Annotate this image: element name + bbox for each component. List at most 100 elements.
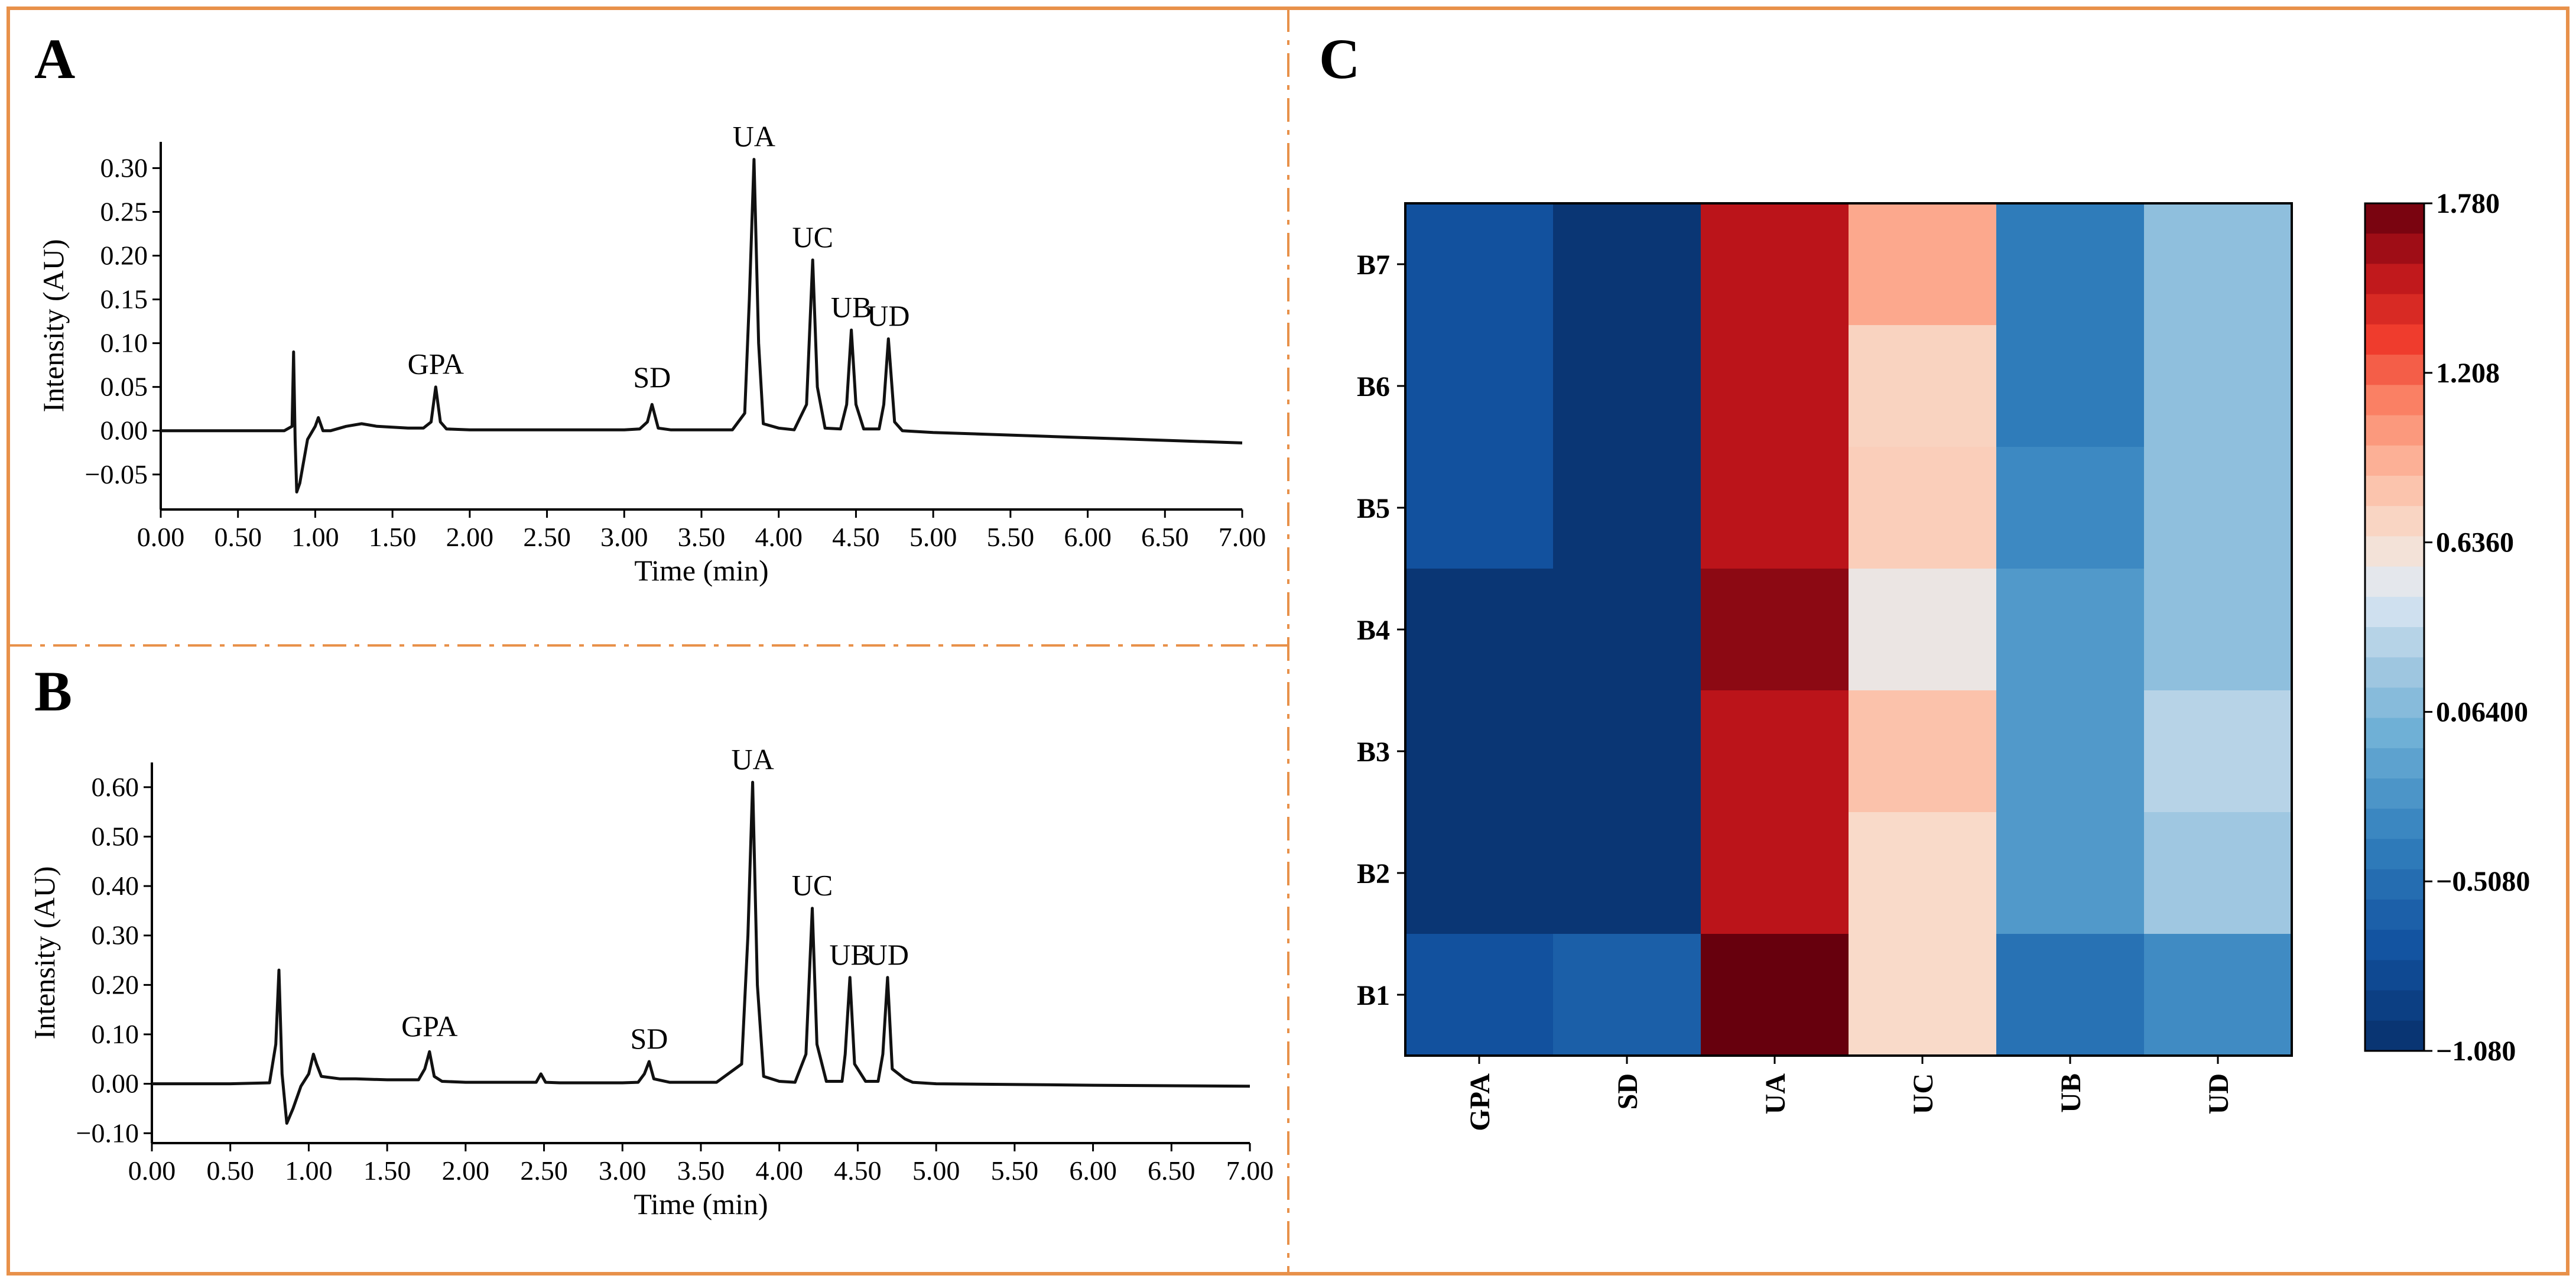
colorbar-segment [2365, 506, 2424, 537]
x-tick-label: 1.50 [369, 522, 417, 552]
x-tick-label: 3.50 [678, 522, 726, 552]
col-label-sd: SD [1612, 1073, 1643, 1109]
heatmap-cell [1405, 690, 1554, 813]
y-tick-label: −0.05 [85, 459, 148, 489]
x-tick-label: 5.50 [987, 522, 1035, 552]
heatmap-cell [2144, 812, 2292, 934]
colorbar-label: 0.06400 [2436, 696, 2528, 728]
x-tick-label: 1.00 [285, 1156, 333, 1186]
x-tick-label: 5.00 [912, 1156, 960, 1186]
colorbar-label: 1.780 [2436, 188, 2500, 219]
colorbar-segment [2365, 809, 2424, 839]
chromatogram-trace [152, 781, 1250, 1125]
y-tick-label: −0.10 [76, 1118, 139, 1148]
colorbar-segment [2365, 657, 2424, 688]
x-tick-label: 4.00 [755, 522, 803, 552]
colorbar-segment [2365, 748, 2424, 779]
y-tick-label: 0.00 [100, 416, 148, 446]
heatmap-cell [1405, 934, 1554, 1056]
y-tick-label: 0.25 [100, 196, 148, 226]
heatmap-cell [1701, 812, 1849, 934]
peak-label-ua: UA [731, 742, 774, 775]
x-tick-label: 7.00 [1219, 522, 1266, 552]
colorbar-segment [2365, 294, 2424, 325]
colorbar-segment [2365, 324, 2424, 355]
peak-label-uc: UC [792, 220, 833, 254]
heatmap-cell [1849, 203, 1997, 326]
col-label-ua: UA [1760, 1073, 1791, 1115]
y-tick-label: 0.15 [100, 284, 148, 314]
x-tick-label: 0.00 [137, 522, 185, 552]
peak-label-ud: UD [866, 938, 909, 971]
peak-label-ua: UA [733, 120, 775, 153]
heatmap-cell [1701, 325, 1849, 447]
heatmap-cell [1701, 203, 1849, 326]
heatmap-cell [1996, 690, 2145, 813]
y-tick-label: 0.60 [92, 772, 139, 802]
chromatogram-b: 0.00 0.50 1.00 1.50 2.00 2.50 3.00 3.50 4.00 4.50… [28, 742, 1274, 1221]
x-tick-label: 6.00 [1064, 522, 1112, 552]
x-tick-label: 4.50 [834, 1156, 882, 1186]
colorbar-segment [2365, 415, 2424, 446]
peak-label-gpa: GPA [408, 348, 464, 381]
panel-letter-b: B [34, 660, 72, 723]
colorbar-segment [2365, 687, 2424, 719]
x-axis-title: Time (min) [634, 1187, 768, 1221]
panel-letter-c: C [1319, 27, 1360, 90]
heatmap-cell [2144, 325, 2292, 447]
peak-label-ub: UB [831, 290, 872, 323]
row-label-b3: B3 [1357, 736, 1390, 768]
x-tick-label: 2.50 [523, 522, 571, 552]
colorbar-label: 0.6360 [2436, 527, 2514, 559]
row-label-b1: B1 [1357, 980, 1390, 1011]
colorbar-segment [2365, 233, 2424, 264]
x-tick-label: 0.50 [206, 1156, 254, 1186]
x-tick-label: 6.00 [1069, 1156, 1117, 1186]
x-tick-label: 0.50 [214, 522, 262, 552]
row-label-b7: B7 [1357, 249, 1390, 281]
heatmap-cell [1996, 812, 2145, 934]
colorbar-label: −0.5080 [2436, 866, 2530, 897]
colorbar-segment [2365, 566, 2424, 598]
x-tick-label: 1.50 [363, 1156, 411, 1186]
x-tick-label: 6.50 [1141, 522, 1189, 552]
colorbar-segment [2365, 930, 2424, 960]
y-tick-label: 0.20 [92, 969, 139, 999]
x-tick-label: 3.00 [599, 1156, 647, 1186]
heatmap-cell [2144, 934, 2292, 1056]
colorbar-segment [2365, 596, 2424, 628]
heatmap-cell [1701, 934, 1849, 1056]
x-tick-label: 0.00 [128, 1156, 176, 1186]
heatmap-cell [1405, 325, 1554, 447]
col-label-uc: UC [1908, 1073, 1939, 1114]
colorbar-segment [2365, 990, 2424, 1021]
heatmap-cell [2144, 569, 2292, 691]
y-tick-label: 0.30 [92, 920, 139, 950]
heatmap-cell [1553, 569, 1701, 691]
peak-label-ud: UD [867, 299, 909, 332]
x-tick-label: 2.00 [442, 1156, 490, 1186]
heatmap-cell [1849, 325, 1997, 447]
heatmap-cell [1553, 934, 1701, 1056]
row-label-b5: B5 [1357, 493, 1390, 524]
heatmap-cell [1553, 325, 1701, 447]
heatmap-cell [1405, 203, 1554, 326]
x-axis-title: Time (min) [634, 554, 768, 587]
colorbar-segment [2365, 355, 2424, 385]
x-tick-label: 2.00 [446, 522, 494, 552]
colorbar-segment [2365, 1020, 2424, 1051]
peak-label-ub: UB [829, 938, 870, 971]
heatmap-cell [1405, 812, 1554, 934]
y-tick-label: 0.30 [100, 152, 148, 183]
heatmap-cell [1849, 934, 1997, 1056]
heatmap-cell [1996, 447, 2145, 569]
heatmap-cell [2144, 447, 2292, 569]
peak-label-gpa: GPA [401, 1010, 457, 1043]
colorbar-segment [2365, 899, 2424, 930]
y-tick-label: 0.40 [92, 871, 139, 901]
y-axis-title: Intensity (AU) [28, 866, 61, 1040]
colorbar-segment [2365, 475, 2424, 507]
peak-label-sd: SD [633, 361, 671, 394]
colorbar-segment [2365, 536, 2424, 567]
heatmap-cell [2144, 690, 2292, 813]
